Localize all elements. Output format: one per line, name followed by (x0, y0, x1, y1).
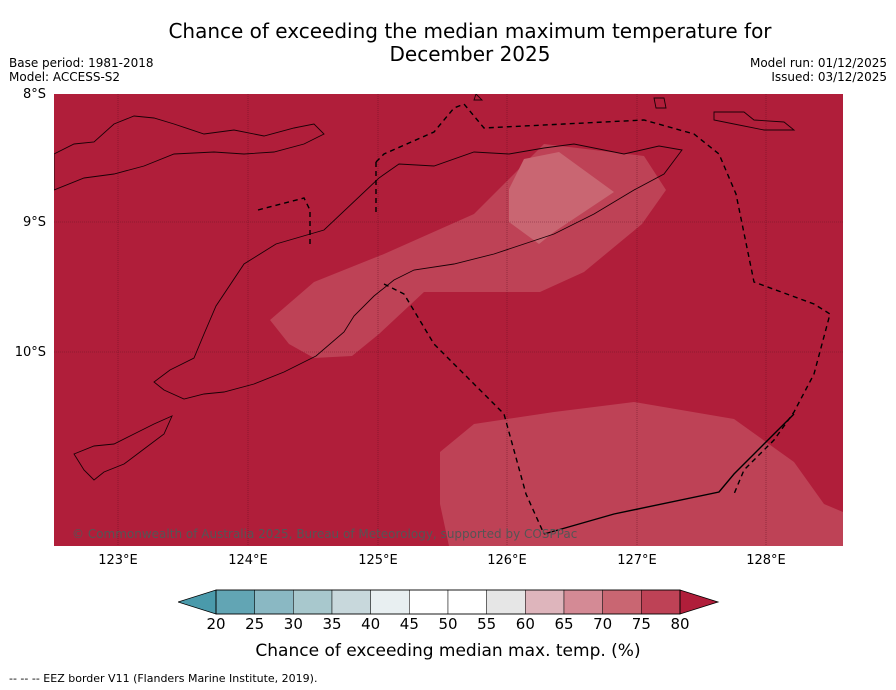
colorbar-tick-label: 55 (477, 615, 497, 633)
meta-left: Base period: 1981-2018 Model: ACCESS-S2 (9, 56, 154, 84)
lon-label-125e: 125°E (358, 553, 398, 568)
colorbar-bin (254, 589, 294, 615)
colorbar-tick-label: 35 (322, 615, 342, 633)
lon-label-123e: 123°E (98, 553, 138, 568)
lon-label-128e: 128°E (746, 553, 786, 568)
colorbar-bin (525, 589, 565, 615)
model-run: Model run: 01/12/2025 (749, 56, 887, 70)
colorbar-tick-label: 20 (206, 615, 226, 633)
probability-65-70-region (509, 152, 614, 244)
colorbar-tick-label: 65 (554, 615, 574, 633)
meta-right: Model run: 01/12/2025 Issued: 03/12/2025 (750, 56, 887, 84)
rote-coastline (73, 415, 173, 481)
eez-border-north (375, 103, 831, 495)
colorbar-bin (563, 589, 603, 615)
alor-coastline (53, 115, 325, 191)
issued-date: Issued: 03/12/2025 (771, 70, 887, 84)
map-svg (53, 93, 843, 546)
map-credit: © Commonwealth of Australia 2025, Bureau… (72, 527, 578, 541)
model-name: Model: ACCESS-S2 (9, 70, 121, 84)
small-island-coastline (653, 97, 667, 109)
title-line-1: Chance of exceeding the median maximum t… (168, 19, 772, 43)
colorbar-tick-label: 80 (670, 615, 690, 633)
colorbar-tick-label: 30 (283, 615, 303, 633)
wetar-coastline (713, 111, 796, 131)
colorbar-bin (215, 589, 255, 615)
colorbar-tick-label: 45 (399, 615, 419, 633)
colorbar-bin (447, 589, 487, 615)
small-island-coastline-2 (473, 93, 484, 101)
lat-label-8s: 8°S (22, 87, 46, 102)
map-title: Chance of exceeding the median maximum t… (120, 20, 820, 66)
colorbar-bin (293, 589, 333, 615)
eez-border-solid (543, 413, 795, 535)
colorbar-bin (641, 589, 681, 615)
lat-label-9s: 9°S (22, 215, 46, 230)
graticule (54, 94, 843, 546)
colorbar-bin (370, 589, 410, 615)
timor-coastline (153, 143, 683, 400)
colorbar-bin (486, 589, 526, 615)
coastlines (53, 93, 796, 481)
lon-label-126e: 126°E (487, 553, 527, 568)
lon-label-127e: 127°E (617, 553, 657, 568)
colorbar-label: Chance of exceeding median max. temp. (%… (255, 641, 641, 661)
lon-label-124e: 124°E (228, 553, 268, 568)
colorbar-frame (215, 589, 681, 615)
eez-border-west (257, 197, 311, 244)
colorbar-bin (331, 589, 371, 615)
colorbar-bins (215, 589, 681, 615)
colorbar-low-extend (178, 589, 217, 615)
eez-border-south (383, 283, 545, 535)
map-panel[interactable] (53, 93, 843, 546)
eez-border (257, 103, 831, 535)
colorbar-high-extend (679, 589, 720, 615)
lat-label-10s: 10°S (14, 345, 46, 360)
colorbar-tick-label: 50 (438, 615, 458, 633)
base-period: Base period: 1981-2018 (9, 56, 154, 70)
probability-70-75-region-south (440, 402, 843, 546)
title-line-2: December 2025 (389, 42, 551, 66)
colorbar-tick-label: 25 (245, 615, 265, 633)
colorbar (178, 589, 720, 615)
colorbar-tick-label: 70 (593, 615, 613, 633)
colorbar-tick-label: 40 (361, 615, 381, 633)
eez-footnote: -- -- -- EEZ border V11 (Flanders Marine… (9, 672, 318, 685)
colorbar-bin (409, 589, 449, 615)
colorbar-tick-label: 60 (515, 615, 535, 633)
colorbar-tick-label: 75 (631, 615, 651, 633)
colorbar-bin (602, 589, 642, 615)
